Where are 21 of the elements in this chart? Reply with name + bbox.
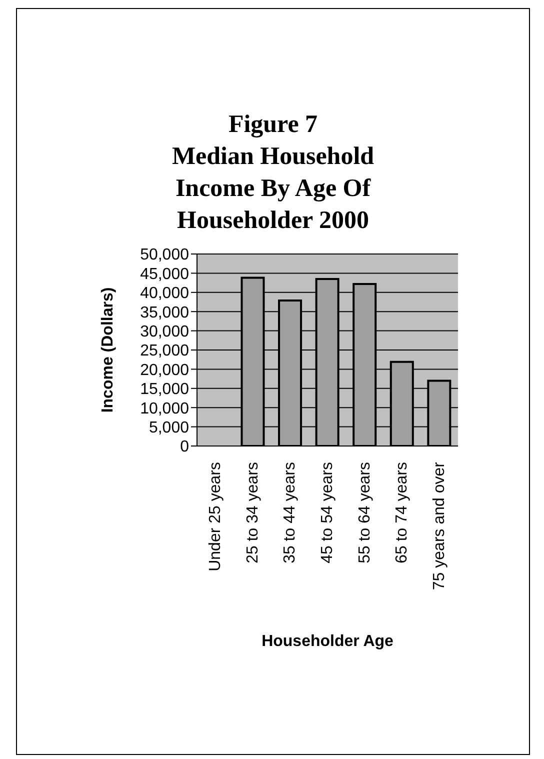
- chart-title: Figure 7 Median Household Income By Age Of Householder 2000: [170, 110, 376, 236]
- x-tick-label: 75 years and over: [430, 461, 448, 590]
- y-tick-label: 5,000: [148, 419, 190, 436]
- x-tick-label: Under 25 years: [207, 462, 224, 572]
- x-tick-label: 35 to 44 years: [282, 462, 299, 564]
- y-tick-label: 45,000: [140, 266, 190, 283]
- y-tick-label: 20,000: [140, 362, 190, 379]
- x-tick-label: 55 to 64 years: [356, 462, 374, 564]
- y-tick-label: 0: [180, 438, 190, 456]
- x-tick-label: 45 to 54 years: [319, 462, 336, 564]
- y-tick-label: 25,000: [140, 342, 190, 360]
- y-axis-title: Income (Dollars): [100, 287, 117, 413]
- x-axis-title: Householder Age: [262, 633, 394, 650]
- y-tick-label: 40,000: [140, 285, 190, 302]
- y-tick-label: 15,000: [140, 381, 190, 398]
- y-tick-label: 35,000: [140, 304, 190, 322]
- x-tick-label: 65 to 74 years: [394, 462, 411, 564]
- y-tick-label: 30,000: [140, 323, 190, 340]
- y-tick-label: 50,000: [140, 246, 190, 264]
- y-tick-label: 10,000: [140, 400, 190, 418]
- x-tick-label: 25 to 34 years: [244, 462, 262, 564]
